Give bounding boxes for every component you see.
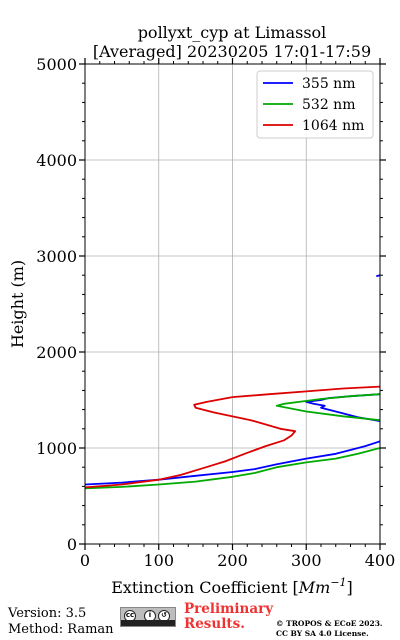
chart-title-line-2: [Averaged] 20230205 17:01-17:59 — [92, 42, 372, 61]
y-tick-label: 2000 — [36, 343, 77, 362]
y-tick-label: 5000 — [36, 55, 77, 74]
y-tick-label: 4000 — [36, 151, 77, 170]
x-tick-label: 0 — [80, 551, 90, 570]
grid — [85, 64, 380, 544]
preliminary-results-note: Preliminary Results. — [184, 602, 273, 632]
legend: 355 nm 532 nm 1064 nm — [256, 70, 374, 139]
cc-by-sa-license-icon: cc i ↺ — [120, 607, 176, 627]
copyright-note: © TROPOS & ECoE 2023. CC BY SA 4.0 Licen… — [276, 619, 383, 639]
y-tick-label: 1000 — [36, 439, 77, 458]
copyright-line-1: © TROPOS & ECoE 2023. — [276, 619, 383, 628]
x-tick-label: 100 — [143, 551, 174, 570]
legend-box — [256, 70, 374, 139]
copyright-line-2: CC BY SA 4.0 License. — [276, 629, 369, 638]
x-axis-label: Extinction Coefficient [Mm−1] — [111, 576, 353, 597]
series-line-532-nm — [85, 393, 380, 490]
x-tick-label: 300 — [291, 551, 322, 570]
series-line-1064-nm — [85, 385, 380, 489]
legend-label: 355 nm — [302, 76, 355, 92]
legend-label: 532 nm — [302, 97, 355, 113]
y-axis-label: Height (m) — [8, 260, 27, 348]
version-text: Version: 3.5 — [8, 606, 87, 621]
x-tick-label: 200 — [217, 551, 248, 570]
preliminary-line-2: Results. — [184, 616, 245, 632]
x-tick-label: 400 — [365, 551, 396, 570]
y-tick-label: 3000 — [36, 247, 77, 266]
legend-label: 1064 nm — [302, 118, 364, 134]
preliminary-line-1: Preliminary — [184, 601, 274, 617]
chart-title-line-1: pollyxt_cyp at Limassol — [137, 23, 327, 42]
method-text: Method: Raman — [8, 622, 114, 637]
series-layer — [85, 274, 380, 490]
y-tick-label: 0 — [67, 535, 77, 554]
